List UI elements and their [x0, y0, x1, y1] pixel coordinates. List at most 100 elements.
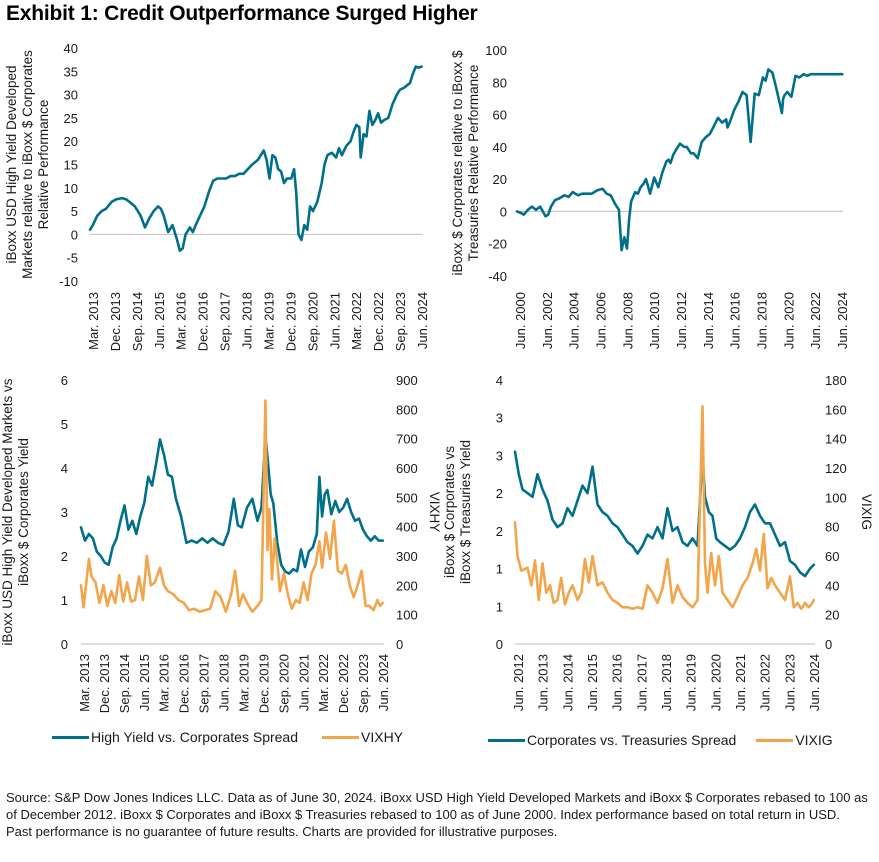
- x-tick-label: Jun. 2023: [782, 654, 797, 711]
- x-tick-label: Mar. 2016: [174, 292, 189, 350]
- y-right-tick-label: 900: [396, 373, 418, 388]
- y-axis-title-line: iBoxx USD High Yield Developed Markets v…: [0, 378, 15, 645]
- y-axis-title-line: iBoxx $ Treasuries Yield: [458, 440, 473, 584]
- y-tick-label: 1: [61, 593, 68, 608]
- y-tick-label: 2: [496, 524, 503, 539]
- y-right-axis-title: VIXIG: [859, 494, 874, 530]
- x-tick-label: Jun. 2015: [585, 654, 600, 711]
- x-tick-label: Jun. 2020: [708, 654, 723, 711]
- x-tick-label: Dec. 2016: [196, 292, 211, 351]
- y-right-tick-label: 500: [396, 490, 418, 505]
- x-tick-label: Jun. 2018: [217, 654, 232, 711]
- x-tick-label: Jun. 2014: [560, 654, 575, 711]
- legend-label: VIXIG: [795, 732, 833, 748]
- legend-label: Corporates vs. Treasuries Spread: [527, 732, 737, 748]
- y-tick-label: 25: [64, 111, 78, 126]
- x-tick-label: Sep. 2023: [393, 292, 408, 351]
- y-axis-title-line: Relative Performance: [36, 100, 51, 230]
- y-tick-label: 3: [496, 448, 503, 463]
- y-tick-label: -20: [488, 237, 507, 252]
- x-tick-label: Mar. 2013: [86, 292, 101, 350]
- y-right-axis-title: VIXHY: [427, 492, 442, 533]
- y-right-tick-label: 120: [825, 461, 847, 476]
- y-axis-title-line: iBoxx $ Corporates Yield: [16, 438, 31, 586]
- legend-swatch-orange: [322, 735, 359, 739]
- x-tick-label: Jun. 2021: [733, 654, 748, 711]
- series-line-teal: [513, 450, 816, 578]
- legend-item-hy-spread: High Yield vs. Corporates Spread: [52, 729, 298, 745]
- x-tick-label: Jun. 2002: [540, 292, 555, 349]
- x-tick-label: Mar. 2013: [77, 654, 92, 712]
- y-tick-label: 1: [496, 562, 503, 577]
- y-right-tick-label: 100: [825, 490, 847, 505]
- x-tick-label: Jun. 2013: [536, 654, 551, 711]
- x-tick-label: Jun. 2019: [684, 654, 699, 711]
- y-right-tick-label: 800: [396, 402, 418, 417]
- y-tick-label: 10: [64, 181, 78, 196]
- y-right-tick-label: 600: [396, 461, 418, 476]
- y-tick-label: 3: [61, 505, 68, 520]
- legend-swatch-teal: [488, 738, 525, 742]
- y-tick-label: 35: [64, 64, 78, 79]
- y-tick-label: 20: [64, 134, 78, 149]
- y-tick-label: -5: [66, 251, 78, 266]
- y-right-tick-label: 80: [825, 520, 839, 535]
- y-tick-label: 0: [61, 637, 68, 652]
- y-right-tick-label: 0: [396, 637, 403, 652]
- x-tick-label: Jun. 2021: [327, 292, 342, 349]
- source-note: Source: S&P Dow Jones Indices LLC. Data …: [6, 790, 868, 839]
- y-tick-label: 15: [64, 158, 78, 173]
- x-tick-label: Dec. 2016: [177, 654, 192, 713]
- y-tick-label: 20: [493, 172, 507, 187]
- x-tick-label: Dec. 2022: [336, 654, 351, 713]
- series-line-teal: [88, 65, 423, 252]
- legend-bottom-left: High Yield vs. Corporates Spread VIXHY: [52, 729, 403, 745]
- x-tick-label: Sep. 2023: [356, 654, 371, 713]
- x-tick-label: Dec. 2019: [283, 292, 298, 351]
- y-right-tick-label: 180: [825, 373, 847, 388]
- legend-label: VIXHY: [361, 729, 404, 745]
- x-tick-label: Jun. 2018: [659, 654, 674, 711]
- y-tick-label: 100: [485, 43, 507, 58]
- x-tick-label: Jun. 2004: [567, 292, 582, 349]
- y-tick-label: 0: [71, 227, 78, 242]
- y-tick-label: 3: [496, 411, 503, 426]
- series-line-teal: [515, 68, 844, 252]
- x-tick-label: Sep. 2017: [197, 654, 212, 713]
- y-right-tick-label: 140: [825, 432, 847, 447]
- y-tick-label: 60: [493, 108, 507, 123]
- x-tick-label: Mar. 2022: [316, 654, 331, 712]
- x-tick-label: Jun. 2015: [137, 654, 152, 711]
- x-tick-label: Jun. 2017: [634, 654, 649, 711]
- y-tick-label: 0: [500, 204, 507, 219]
- y-tick-label: 4: [61, 461, 68, 476]
- x-tick-label: Dec. 2013: [108, 292, 123, 351]
- y-tick-label: 2: [61, 549, 68, 564]
- y-right-tick-label: 300: [396, 549, 418, 564]
- x-tick-label: Jun. 2012: [511, 654, 526, 711]
- series-line-teal: [79, 433, 385, 575]
- x-tick-label: Sep. 2014: [130, 292, 145, 351]
- y-tick-label: 1: [496, 599, 503, 614]
- y-tick-label: 30: [64, 88, 78, 103]
- x-tick-label: Dec. 2019: [256, 654, 271, 713]
- x-tick-label: Jun. 2018: [240, 292, 255, 349]
- y-right-tick-label: 160: [825, 402, 847, 417]
- legend-bottom-right: Corporates vs. Treasuries Spread VIXIG: [488, 732, 833, 748]
- x-tick-label: Mar. 2022: [349, 292, 364, 350]
- y-axis-title-line: iBoxx $ Corporates relative to iBoxx $: [450, 50, 465, 276]
- y-right-tick-label: 40: [825, 578, 839, 593]
- y-tick-label: 80: [493, 75, 507, 90]
- x-tick-label: Jun. 2018: [755, 292, 770, 349]
- y-tick-label: 4: [496, 373, 503, 388]
- legend-item-corp-spread: Corporates vs. Treasuries Spread: [488, 732, 736, 748]
- legend-swatch-orange: [756, 738, 794, 742]
- x-tick-label: Jun. 2021: [296, 654, 311, 711]
- y-tick-label: 0: [496, 637, 503, 652]
- y-right-tick-label: 0: [825, 637, 832, 652]
- x-tick-label: Jun. 2016: [728, 292, 743, 349]
- chart-corp-vs-treasuries-performance: 100 80 60 40 20 0 -20 -40 iBoxx $ Corporates rel…: [450, 43, 850, 349]
- y-axis-title-line: iBoxx USD High Yield Developed: [4, 65, 19, 263]
- x-tick-label: Jun. 2015: [152, 292, 167, 349]
